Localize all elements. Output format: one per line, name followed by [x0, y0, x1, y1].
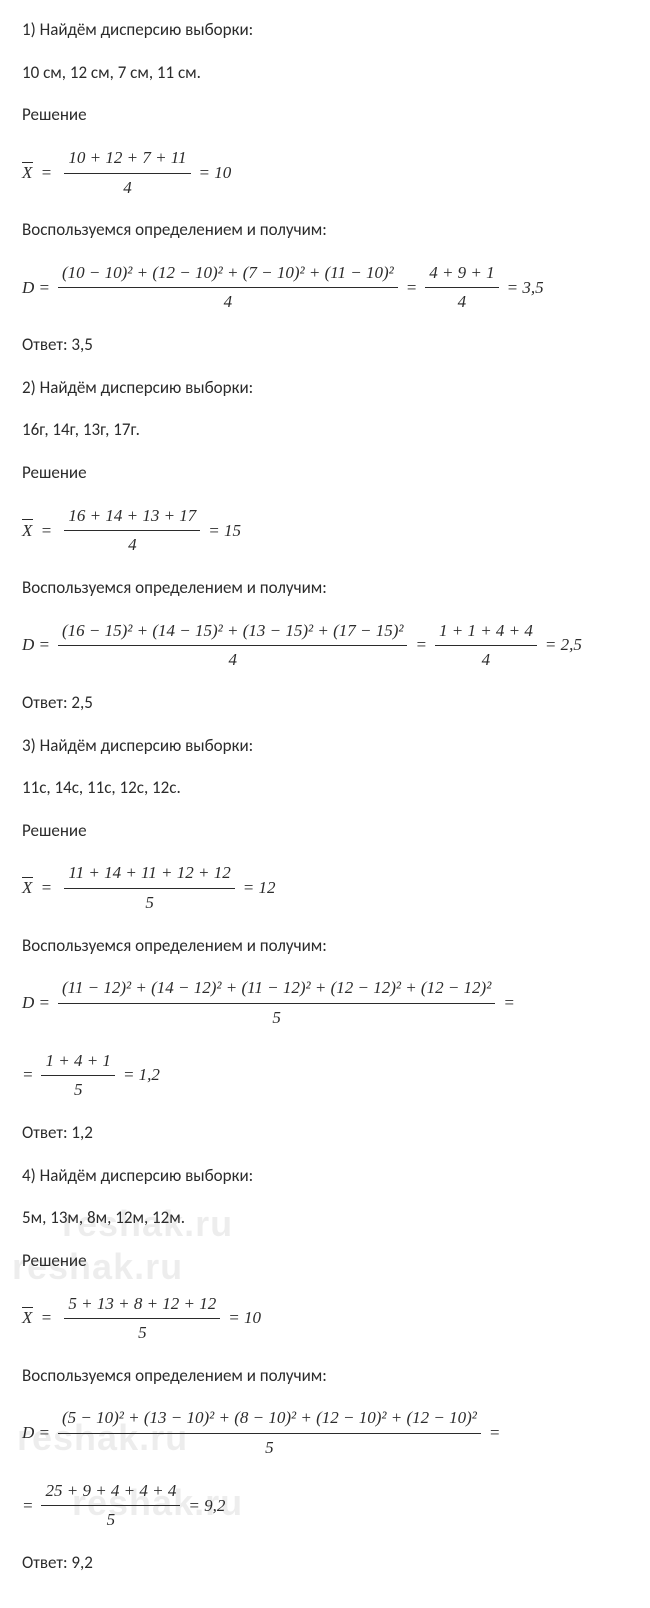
problem3-sample: 11с, 14с, 11с, 12с, 12с. [22, 776, 632, 801]
problem3-reshenie: Решение [22, 819, 632, 844]
problem4-xbar: X = 5 + 13 + 8 + 12 + 125 = 10 [22, 1292, 632, 1346]
problem4-answer: Ответ: 9,2 [22, 1551, 632, 1576]
problem4-variance-line1: D = (5 − 10)² + (13 − 10)² + (8 − 10)² +… [22, 1406, 632, 1460]
problem3-variance-line2: = 1 + 4 + 15 = 1,2 [22, 1049, 632, 1103]
problem4-usedef: Воспользуемся определением и получим: [22, 1364, 632, 1389]
problem2-variance: D = (16 − 15)² + (14 − 15)² + (13 − 15)²… [22, 619, 632, 673]
problem4-title: 4) Найдём дисперсию выборки: [22, 1164, 632, 1189]
problem2-answer: Ответ: 2,5 [22, 691, 632, 716]
problem1-answer: Ответ: 3,5 [22, 333, 632, 358]
problem2-xbar: X = 16 + 14 + 13 + 174 = 15 [22, 504, 632, 558]
problem3-xbar: X = 11 + 14 + 11 + 12 + 125 = 12 [22, 861, 632, 915]
problem1-usedef: Воспользуемся определением и получим: [22, 218, 632, 243]
problem4-sample: 5м, 13м, 8м, 12м, 12м. [22, 1206, 632, 1231]
problem2-usedef: Воспользуемся определением и получим: [22, 576, 632, 601]
problem2-title: 2) Найдём дисперсию выборки: [22, 376, 632, 401]
problem1-title: 1) Найдём дисперсию выборки: [22, 18, 632, 43]
problem1-sample: 10 см, 12 см, 7 см, 11 см. [22, 61, 632, 86]
problem4-reshenie: Решение [22, 1249, 632, 1274]
problem3-variance-line1: D = (11 − 12)² + (14 − 12)² + (11 − 12)²… [22, 976, 632, 1030]
problem3-usedef: Воспользуемся определением и получим: [22, 934, 632, 959]
problem3-answer: Ответ: 1,2 [22, 1121, 632, 1146]
problem1-reshenie: Решение [22, 103, 632, 128]
problem1-xbar: X = 10 + 12 + 7 + 114 = 10 [22, 146, 632, 200]
problem3-title: 3) Найдём дисперсию выборки: [22, 734, 632, 759]
problem2-reshenie: Решение [22, 461, 632, 486]
problem4-variance-line2: = 25 + 9 + 4 + 4 + 45 = 9,2 [22, 1479, 632, 1533]
problem1-variance: D = (10 − 10)² + (12 − 10)² + (7 − 10)² … [22, 261, 632, 315]
problem2-sample: 16г, 14г, 13г, 17г. [22, 418, 632, 443]
